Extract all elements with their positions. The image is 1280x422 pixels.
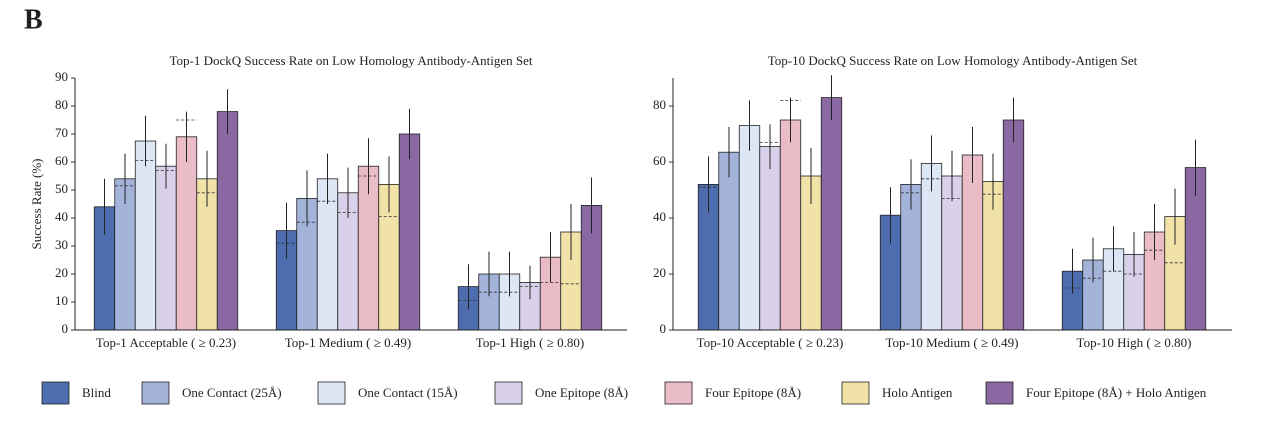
bar (779, 119, 802, 331)
x-tick-label: Top-10 High ( ≥ 0.80) (1077, 335, 1192, 350)
legend-swatch (985, 381, 1014, 405)
legend-swatch (494, 381, 523, 405)
legend-swatch (141, 381, 170, 405)
legend-label: One Contact (15Å) (358, 385, 458, 400)
bar (759, 146, 781, 331)
x-tick-label: Top-10 Acceptable ( ≥ 0.23) (697, 335, 844, 350)
bar (398, 133, 421, 331)
y-tick-label: 70 (55, 125, 68, 140)
x-tick-label: Top-1 High ( ≥ 0.80) (476, 335, 584, 350)
y-tick-label: 0 (62, 321, 69, 336)
y-tick-label: 80 (55, 97, 68, 112)
y-tick-label: 80 (653, 97, 666, 112)
legend-swatch (841, 381, 870, 405)
bar (134, 140, 157, 331)
legend-swatch (41, 381, 70, 405)
y-tick-label: 50 (55, 181, 68, 196)
bar (216, 111, 239, 331)
x-tick-label: Top-1 Medium ( ≥ 0.49) (285, 335, 411, 350)
bar (1002, 119, 1025, 331)
y-tick-label: 40 (55, 209, 68, 224)
y-tick-label: 40 (653, 209, 666, 224)
bar (155, 165, 177, 331)
y-tick-label: 60 (653, 153, 666, 168)
legend-label: One Contact (25Å) (182, 385, 282, 400)
chart-title: Top-10 DockQ Success Rate on Low Homolog… (768, 53, 1138, 68)
y-tick-label: 90 (55, 69, 68, 84)
x-tick-label: Top-10 Medium ( ≥ 0.49) (886, 335, 1019, 350)
y-tick-label: 60 (55, 153, 68, 168)
y-axis-label: Success Rate (%) (29, 159, 44, 250)
chart-title: Top-1 DockQ Success Rate on Low Homology… (169, 53, 532, 68)
x-tick-label: Top-1 Acceptable ( ≥ 0.23) (96, 335, 236, 350)
legend-label: Blind (82, 385, 111, 400)
bar (718, 151, 740, 331)
panel-label: B (24, 4, 43, 35)
legend-swatch (664, 381, 693, 405)
y-tick-label: 20 (653, 265, 666, 280)
y-tick-label: 20 (55, 265, 68, 280)
legend-label: Four Epitope (8Å) + Holo Antigen (1026, 385, 1207, 400)
y-tick-label: 10 (55, 293, 68, 308)
y-tick-label: 30 (55, 237, 68, 252)
legend-swatch (317, 381, 346, 405)
legend-label: Four Epitope (8Å) (705, 385, 801, 400)
bar (175, 136, 198, 331)
bar (738, 125, 761, 331)
legend-label: One Epitope (8Å) (535, 385, 628, 400)
y-tick-label: 0 (660, 321, 667, 336)
legend-label: Holo Antigen (882, 385, 953, 400)
bar (820, 97, 843, 331)
